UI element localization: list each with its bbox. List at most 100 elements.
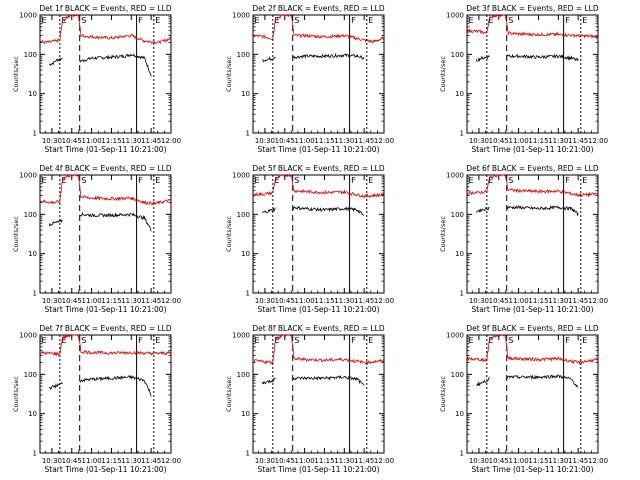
series-line-lld <box>39 14 172 45</box>
x-tick-label: 11:15 <box>314 297 334 305</box>
event-label: S <box>508 16 513 25</box>
chart-title: Det 5f BLACK = Events, RED = LLD <box>252 164 385 173</box>
y-tick-label: 10 <box>241 90 250 98</box>
x-tick-label: 11:45 <box>354 137 374 145</box>
event-label: E <box>42 176 47 185</box>
x-tick-label: 10:45 <box>62 457 82 465</box>
x-tick-label: 12:00 <box>161 137 181 145</box>
event-label: E <box>255 336 260 345</box>
event-label: F <box>138 336 143 345</box>
plot-frame <box>39 174 172 294</box>
x-tick-label: 11:30 <box>121 457 141 465</box>
series-line-lld <box>466 14 599 40</box>
x-axis-label: Start Time (01-Sep-11 10:21:00) <box>258 145 380 154</box>
y-axis-label: Counts/sec <box>439 216 447 252</box>
x-tick-label: 10:30 <box>255 137 275 145</box>
y-tick-label: 100 <box>237 211 250 219</box>
x-tick-label: 11:45 <box>568 457 588 465</box>
x-tick-label: 10:45 <box>489 457 509 465</box>
event-label: E <box>155 176 160 185</box>
event-label: S <box>294 16 299 25</box>
plot-frame <box>252 14 385 134</box>
series-line-events <box>261 205 365 216</box>
series-line-lld <box>466 333 599 366</box>
x-tick-label: 11:30 <box>121 137 141 145</box>
chart-panel-8: Det 8f BLACK = Events, RED = LLD 1 10 100 10… <box>225 324 394 474</box>
x-tick-label: 11:45 <box>354 297 374 305</box>
x-tick-label: 10:45 <box>275 137 295 145</box>
x-tick-label: 11:15 <box>101 457 121 465</box>
event-label: F <box>565 336 570 345</box>
x-tick-label: 11:15 <box>314 137 334 145</box>
event-label: E <box>469 176 474 185</box>
x-axis-label: Start Time (01-Sep-11 10:21:00) <box>258 465 380 474</box>
series-line-lld <box>466 174 599 198</box>
y-tick-label: 100 <box>451 371 464 379</box>
x-tick-label: 10:45 <box>62 137 82 145</box>
chart-panel-1: Det 1f BLACK = Events, RED = LLD 1 10 100 10… <box>12 4 181 154</box>
series-line-lld <box>252 174 385 199</box>
y-tick-label: 1000 <box>232 332 250 340</box>
y-tick-label: 1 <box>33 130 37 138</box>
x-tick-label: 10:45 <box>62 297 82 305</box>
plot-frame <box>39 14 172 134</box>
event-label: S <box>508 176 513 185</box>
x-tick-label: 12:00 <box>161 297 181 305</box>
y-tick-label: 100 <box>237 51 250 59</box>
series-line-lld <box>252 13 385 44</box>
x-tick-label: 10:30 <box>469 297 489 305</box>
y-axis-label: Counts/sec <box>12 376 20 412</box>
x-tick-label: 10:30 <box>42 137 62 145</box>
series-line-lld <box>39 333 172 357</box>
event-label: E <box>274 336 279 345</box>
event-label: E <box>582 176 587 185</box>
x-tick-label: 11:15 <box>528 297 548 305</box>
y-tick-label: 1000 <box>19 172 37 180</box>
series-line-events <box>476 205 579 217</box>
y-tick-label: 10 <box>28 410 37 418</box>
y-axis-label: Counts/sec <box>225 216 233 252</box>
chart-panel-4: Det 4f BLACK = Events, RED = LLD 1 10 100 10… <box>12 164 181 314</box>
chart-panel-6: Det 6f BLACK = Events, RED = LLD 1 10 100 10… <box>439 164 608 314</box>
y-tick-label: 1000 <box>232 12 250 20</box>
y-tick-label: 10 <box>241 250 250 258</box>
y-tick-label: 1000 <box>232 172 250 180</box>
chart-panel-2: Det 2f BLACK = Events, RED = LLD 1 10 100 10… <box>225 4 394 154</box>
event-label: F <box>565 176 570 185</box>
chart-panel-5: Det 5f BLACK = Events, RED = LLD 1 10 100 10… <box>225 164 394 314</box>
event-label: E <box>488 176 493 185</box>
chart-panel-9: Det 9f BLACK = Events, RED = LLD 1 10 100 10… <box>439 324 608 474</box>
plot-frame <box>466 174 599 294</box>
x-tick-label: 11:45 <box>568 297 588 305</box>
x-tick-label: 12:00 <box>374 297 394 305</box>
x-tick-label: 11:30 <box>334 137 354 145</box>
event-label: F <box>565 16 570 25</box>
x-tick-label: 11:00 <box>509 457 529 465</box>
x-tick-label: 11:15 <box>314 457 334 465</box>
chart-title: Det 3f BLACK = Events, RED = LLD <box>466 4 599 13</box>
x-tick-label: 11:30 <box>548 457 568 465</box>
y-tick-label: 1 <box>246 290 250 298</box>
x-tick-label: 11:30 <box>334 457 354 465</box>
x-tick-label: 11:45 <box>354 457 374 465</box>
chart-title: Det 7f BLACK = Events, RED = LLD <box>39 324 172 333</box>
x-tick-label: 10:30 <box>255 457 275 465</box>
x-tick-label: 11:00 <box>295 297 315 305</box>
x-tick-label: 10:45 <box>275 297 295 305</box>
event-label: E <box>155 16 160 25</box>
plot-frame <box>466 14 599 134</box>
chart-title: Det 4f BLACK = Events, RED = LLD <box>39 164 172 173</box>
y-tick-label: 1 <box>460 130 464 138</box>
series-line-events <box>262 52 365 63</box>
series-line-events <box>48 211 152 232</box>
event-label: F <box>138 16 143 25</box>
x-tick-label: 11:45 <box>141 297 161 305</box>
chart-panel-3: Det 3f BLACK = Events, RED = LLD 1 10 100 10… <box>439 4 608 154</box>
event-label: S <box>81 176 86 185</box>
x-tick-label: 11:30 <box>548 297 568 305</box>
x-tick-label: 11:00 <box>295 457 315 465</box>
x-tick-label: 12:00 <box>588 297 608 305</box>
chart-title: Det 9f BLACK = Events, RED = LLD <box>466 324 599 333</box>
